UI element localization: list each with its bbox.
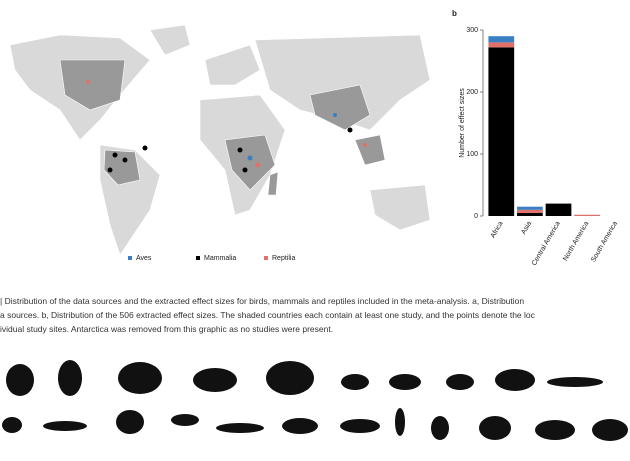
legend-swatch [196,256,200,260]
x-tick-label: Africa [490,220,505,239]
world-map [9,24,431,256]
bar-segment [574,214,600,216]
y-tick-label: 100 [466,151,478,158]
figure: b 0 100 200 300 Number of effect sizes Africa… [9,9,619,267]
x-tick-label: Asia [520,220,533,235]
bar-segment [488,47,515,216]
x-tick-label: Central America [531,220,562,267]
bar-segment [517,206,543,210]
legend-swatch [264,256,268,260]
bar-segment [517,212,543,216]
legend-label: Mammalia [204,255,236,262]
legend-label: Reptilia [272,255,295,262]
x-tick-label: North America [562,220,590,262]
bar-segment [545,203,572,216]
legend-swatch [128,256,132,260]
animal-silhouettes [2,360,628,441]
caption-line: a sources. b, Distribution of the 506 ex… [0,310,535,320]
y-tick-label: 200 [466,89,478,96]
map-study-sites [86,80,367,173]
bar-segment [517,209,543,213]
panel-label: b [452,9,457,18]
y-tick-label: 0 [474,213,478,220]
y-tick-label: 300 [466,27,478,34]
x-tick-label: South America [590,220,619,263]
caption-line: | Distribution of the data sources and t… [0,296,525,306]
caption-line: ividual study sites. Antarctica was remo… [0,324,334,334]
bar-segment [488,42,515,48]
y-axis-label: Number of effect sizes [459,88,466,158]
legend-label: Aves [136,255,152,262]
bar-segment [488,36,515,43]
